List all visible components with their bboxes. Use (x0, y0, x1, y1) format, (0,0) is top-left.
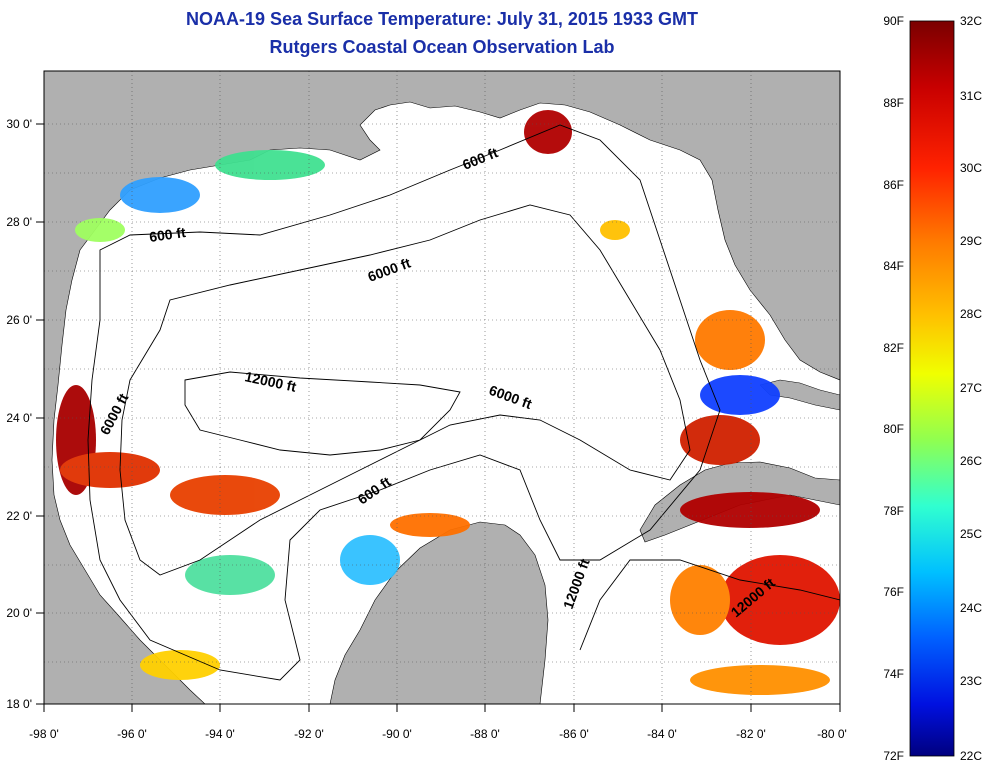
y-tick-label: 22 0' (6, 509, 32, 523)
x-tick-label: -80 0' (817, 727, 847, 741)
x-tick-label: -84 0' (647, 727, 677, 741)
colorbar-c-label: 27C (960, 381, 982, 395)
contour-6000ft (119, 204, 691, 576)
colorbar-c-label: 28C (960, 307, 982, 321)
colorbar-c-label: 31C (960, 89, 982, 103)
colorbar-c-label: 26C (960, 454, 982, 468)
sst-patches (56, 110, 840, 695)
colorbar-f-label: 88F (883, 96, 904, 110)
colorbar-f-label: 86F (883, 178, 904, 192)
y-tick-label: 30 0' (6, 117, 32, 131)
colorbar-c-label: 29C (960, 234, 982, 248)
map-area: 600 ft 600 ft 6000 ft 12000 ft 6000 ft 6… (44, 71, 840, 704)
x-axis-labels: -98 0' -96 0' -94 0' -92 0' -90 0' -88 0… (29, 727, 847, 741)
colorbar-f-label: 90F (883, 14, 904, 28)
map-title: NOAA-19 Sea Surface Temperature: July 31… (186, 9, 698, 29)
contour-label: 600 ft (148, 224, 187, 245)
y-tick-label: 18 0' (6, 697, 32, 711)
contour-12000ft (184, 371, 461, 456)
x-tick-label: -98 0' (29, 727, 59, 741)
y-tick-label: 28 0' (6, 215, 32, 229)
graticule (44, 71, 840, 704)
colorbar-c-label: 23C (960, 674, 982, 688)
colorbar-f-label: 84F (883, 259, 904, 273)
colorbar-f-label: 78F (883, 504, 904, 518)
tick-marks (36, 123, 841, 712)
temperature-colorbar (909, 20, 955, 757)
colorbar-fahrenheit-labels: 90F 88F 86F 84F 82F 80F 78F 76F 74F 72F (883, 14, 904, 763)
colorbar-c-label: 22C (960, 749, 982, 763)
colorbar-c-label: 24C (960, 601, 982, 615)
x-tick-label: -82 0' (736, 727, 766, 741)
colorbar-c-label: 30C (960, 161, 982, 175)
bathymetry-contours (87, 124, 840, 681)
colorbar-f-label: 82F (883, 341, 904, 355)
contour-600ft (87, 124, 721, 681)
colorbar-celsius-labels: 32C 31C 30C 29C 28C 27C 26C 25C 24C 23C … (960, 14, 982, 763)
x-tick-label: -90 0' (382, 727, 412, 741)
colorbar-f-label: 80F (883, 422, 904, 436)
colorbar-c-label: 25C (960, 527, 982, 541)
y-tick-label: 20 0' (6, 606, 32, 620)
y-tick-label: 24 0' (6, 411, 32, 425)
colorbar-f-label: 74F (883, 667, 904, 681)
colorbar-f-label: 76F (883, 585, 904, 599)
y-tick-label: 26 0' (6, 313, 32, 327)
x-tick-label: -88 0' (470, 727, 500, 741)
florida-keys-land (759, 379, 840, 411)
map-subtitle: Rutgers Coastal Ocean Observation Lab (269, 37, 615, 57)
x-tick-label: -94 0' (205, 727, 235, 741)
colorbar-f-label: 72F (883, 749, 904, 763)
contour-12000ft-caribbean (579, 559, 840, 651)
x-tick-label: -86 0' (559, 727, 589, 741)
x-tick-label: -96 0' (117, 727, 147, 741)
x-tick-label: -92 0' (294, 727, 324, 741)
north-america-land (44, 71, 840, 704)
colorbar-c-label: 32C (960, 14, 982, 28)
y-axis-labels: 30 0' 28 0' 26 0' 24 0' 22 0' 20 0' 18 0… (6, 117, 32, 711)
map-frame (43, 70, 841, 705)
yucatan-land (329, 521, 549, 704)
